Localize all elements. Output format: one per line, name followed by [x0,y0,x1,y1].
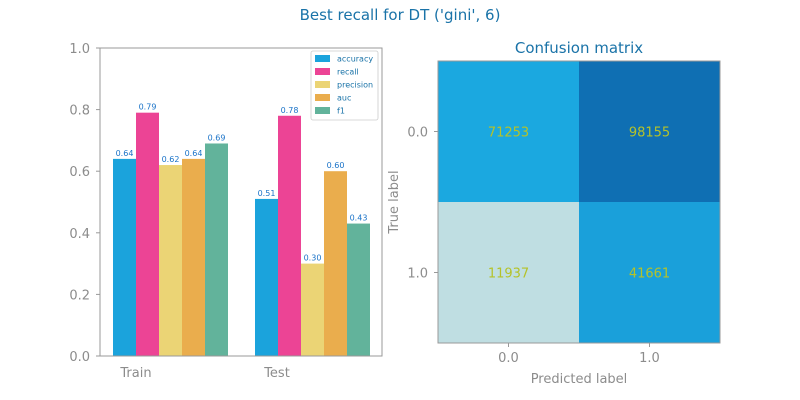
matrix-y-ticks: 0.0 1.0 [407,126,438,282]
bar-chart: 0.64 0.79 0.62 0.64 0.69 0.51 0.78 0.30 0.60 0.43… [69,42,383,381]
matrix-cell-1-0 [438,202,579,343]
legend-label-auc: auc [337,94,351,103]
figure-title: Best recall for DT ('gini', 6) [300,6,501,24]
matrix-cell-value: 71253 [488,126,529,141]
x-tick-label: 1.0 [639,351,660,366]
bar-accuracy-test [255,198,278,356]
x-tick-label: 0.0 [498,351,519,366]
matrix-cell-value: 41661 [629,267,670,282]
bar-value-label: 0.64 [116,149,134,158]
bar-f1-train [205,143,228,356]
bar-value-label: 0.64 [185,149,203,158]
legend-swatch-f1 [315,107,330,114]
bar-f1-test [347,223,370,356]
matrix-cell-value: 11937 [488,267,529,282]
y-tick-label: 1.0 [69,42,90,57]
bar-recall-test [278,115,301,356]
legend-label-f1: f1 [337,107,345,116]
y-tick-label: 0.2 [69,288,90,303]
y-tick-label: 0.4 [69,227,90,242]
bar-series-group [113,112,370,357]
bar-auc-test [324,171,347,356]
x-axis-ticks: Train Test [119,366,289,381]
legend: accuracy recall precision auc f1 [310,50,379,121]
y-tick-label: 0.6 [69,165,90,180]
matrix-x-ticks: 0.0 1.0 [498,343,660,366]
y-tick-label: 0.8 [69,104,90,119]
bar-recall-train [136,112,159,357]
matrix-cell-value: 98155 [629,126,670,141]
legend-swatch-auc [315,94,330,101]
legend-label-accuracy: accuracy [337,55,373,64]
matrix-cell-0-0 [438,61,579,202]
bar-value-label: 0.69 [208,133,226,142]
matrix-frame [437,60,721,344]
matrix-cell-1-1 [579,202,720,343]
x-tick-label: Train [119,366,151,381]
legend-swatch-accuracy [315,55,330,62]
matrix-cell-0-1 [579,61,720,202]
bar-accuracy-train [113,158,136,356]
confusion-matrix-title: Confusion matrix [515,39,643,57]
confusion-matrix: Confusion matrix 71253 98155 11937 41661 0.… [387,39,721,387]
y-tick-label: 0.0 [69,350,90,365]
bar-precision-train [159,165,182,356]
y-axis-ticks: 0.0 0.2 0.4 0.6 0.8 1.0 [69,42,100,365]
legend-swatch-recall [315,68,330,75]
bar-auc-train [182,158,205,356]
x-axis-label: Predicted label [531,372,628,387]
bar-value-label: 0.30 [304,254,322,263]
legend-label-precision: precision [337,81,373,90]
y-tick-label: 1.0 [407,267,428,282]
y-tick-label: 0.0 [407,126,428,141]
bar-value-label: 0.60 [327,161,345,170]
bar-value-label: 0.78 [281,106,299,115]
bar-plot-frame [99,47,383,357]
y-axis-label: True label [387,170,402,234]
bar-precision-test [301,263,324,356]
bar-value-label: 0.62 [162,155,180,164]
bar-value-label: 0.51 [258,189,276,198]
matrix-cells: 71253 98155 11937 41661 [438,61,720,343]
x-tick-label: Test [263,366,290,381]
legend-swatch-precision [315,81,330,88]
legend-label-recall: recall [337,68,359,77]
bar-value-labels: 0.64 0.79 0.62 0.64 0.69 0.51 0.78 0.30 0.60 0.43 [116,103,368,263]
bar-value-label: 0.43 [350,214,368,223]
bar-value-label: 0.79 [139,103,157,112]
